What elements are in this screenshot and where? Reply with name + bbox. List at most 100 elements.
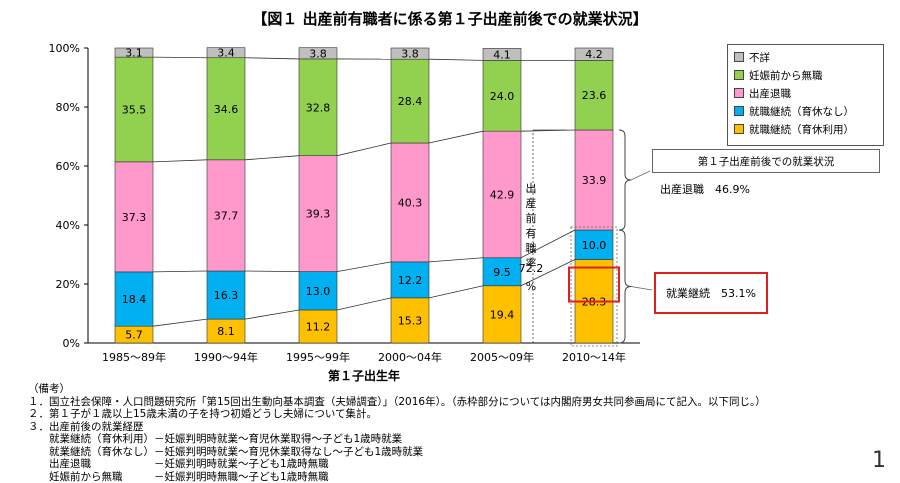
data-label: 33.9 [582,174,607,187]
rate-label-char: 職 [526,242,537,255]
series-connector [336,142,392,157]
y-tick-label: 20% [56,278,80,291]
data-label: 13.0 [306,285,331,298]
retire-summary: 出産退職 46.9% [660,183,750,196]
data-label: 16.3 [214,289,239,302]
legend-swatch [734,124,744,134]
legend-item-continue-noleave: 就職継続（育休なし） [734,104,854,118]
x-tick-label: 1995～99年 [286,350,350,364]
continue-summary-box: 就業継続 53.1% [654,272,768,314]
legend-item-unknown: 不詳 [734,50,770,64]
x-tick-label: 2000～04年 [378,350,442,364]
note-line: 妊娠前から無職 －妊娠判明時無職～子ども1歳時無職 [28,470,329,483]
data-label: 35.5 [122,104,147,117]
y-tick-label: 100% [49,42,80,55]
y-tick-label: 80% [56,101,80,114]
series-connector [428,130,484,144]
legend: 不詳 妊娠前から無職 出産退職 就職継続（育休なし） 就職継続（育休利用） [727,44,884,146]
y-tick-label: 40% [56,219,80,232]
bar-segment [390,297,430,344]
series-connector [152,318,208,327]
series-connector [520,259,576,287]
data-label: 37.3 [122,211,147,224]
data-label: 9.5 [493,266,511,279]
data-label: 34.6 [214,103,239,116]
continue-dashed-box [570,226,618,347]
bar-segment [390,47,430,60]
legend-label: 就職継続（育休なし） [749,105,854,118]
data-label: 12.2 [398,274,423,287]
rate-label-char: 前 [526,211,537,225]
data-label: 10.0 [582,239,607,252]
status-box: 第１子出産前後での就業状況 [652,149,880,173]
series-connector [152,56,208,59]
data-label: 3.1 [125,47,143,60]
bar-segment [114,161,154,273]
data-label: 32.8 [306,101,331,114]
x-tick-label: 2010～14年 [562,350,626,364]
legend-label: 不詳 [749,51,770,64]
legend-item-continue-leave: 就職継続（育休利用） [734,122,854,136]
series-connector [428,58,484,61]
x-axis-title: 第１子出生年 [328,368,400,383]
data-label: 3.8 [401,48,419,61]
bar-segment [206,47,246,59]
series-connector [336,261,392,273]
y-tick-label: 60% [56,160,80,173]
chart-title: 【図１ 出産前有職者に係る第１子出産前後での就業状況】 [252,10,648,28]
brace-retire [618,129,632,231]
note-line: （備考） [28,383,70,395]
bar-segment [482,257,522,287]
series-connector [152,159,208,163]
y-tick-label: 0% [63,337,80,350]
page-number: 1 [872,448,886,473]
rate-label-char: 率 [526,256,537,270]
series-connector [428,257,484,263]
series-connector [244,155,300,161]
series-connector [244,309,300,320]
data-label: 24.0 [490,90,515,103]
data-label: 4.1 [493,48,511,61]
legend-label: 出産退職 [749,87,791,100]
data-label: 8.1 [217,325,235,338]
note-line: 出産退職 －妊娠判明時就業～子ども1歳時無職 [28,458,329,470]
bar-segment [114,271,154,327]
x-tick-label: 1985～89年 [102,350,166,364]
legend-item-nonworking: 妊娠前から無職 [734,68,823,82]
data-label: 28.4 [398,95,423,108]
data-label: 3.4 [217,47,235,60]
data-label: 15.3 [398,314,423,327]
series-connector [152,270,208,273]
bar-segment [206,270,246,320]
note-line: 就業継続（育休利用）－妊娠判明時就業～育児休業取得～子ども1歳時就業 [28,433,403,445]
series-connector [428,285,484,299]
rate-label-char: 出 [526,181,537,195]
legend-swatch [734,52,744,62]
note-line: 就業継続（育休なし）－妊娠判明時就業～育児休業取得なし～子ども1歳時就業 [28,445,424,458]
legend-item-retired: 出産退職 [734,86,791,100]
legend-label: 就職継続（育休利用） [749,123,854,136]
rate-label-char: 産 [526,197,537,210]
continue-connector [630,286,653,291]
series-connector [520,229,576,259]
note-line: ２．第１子が１歳以上15歳未満の子を持つ初婚どうし夫婦について集計。 [28,408,378,420]
x-tick-label: 1990～94年 [194,350,258,364]
bar-segment [298,309,338,344]
data-label: 37.7 [214,209,239,222]
bar-segment [298,271,338,311]
data-label: 5.7 [125,329,143,342]
bar-segment [114,56,154,163]
data-label: 40.3 [398,196,423,209]
bar-segment [206,159,246,272]
note-line: １．国立社会保障・人口問題研究所「第15回出生動向基本調査（夫婦調査）」（201… [28,395,766,408]
data-label: 23.6 [582,89,607,102]
legend-swatch [734,88,744,98]
x-tick-label: 2005～09年 [470,350,534,364]
rate-value: 72.2 [519,262,544,275]
rate-unit: % [526,280,536,293]
highlight-box [568,266,620,303]
data-label: 39.3 [306,208,331,221]
note-line: ３．出産前後の就業経歴 [28,420,144,433]
data-label: 18.4 [122,293,147,306]
